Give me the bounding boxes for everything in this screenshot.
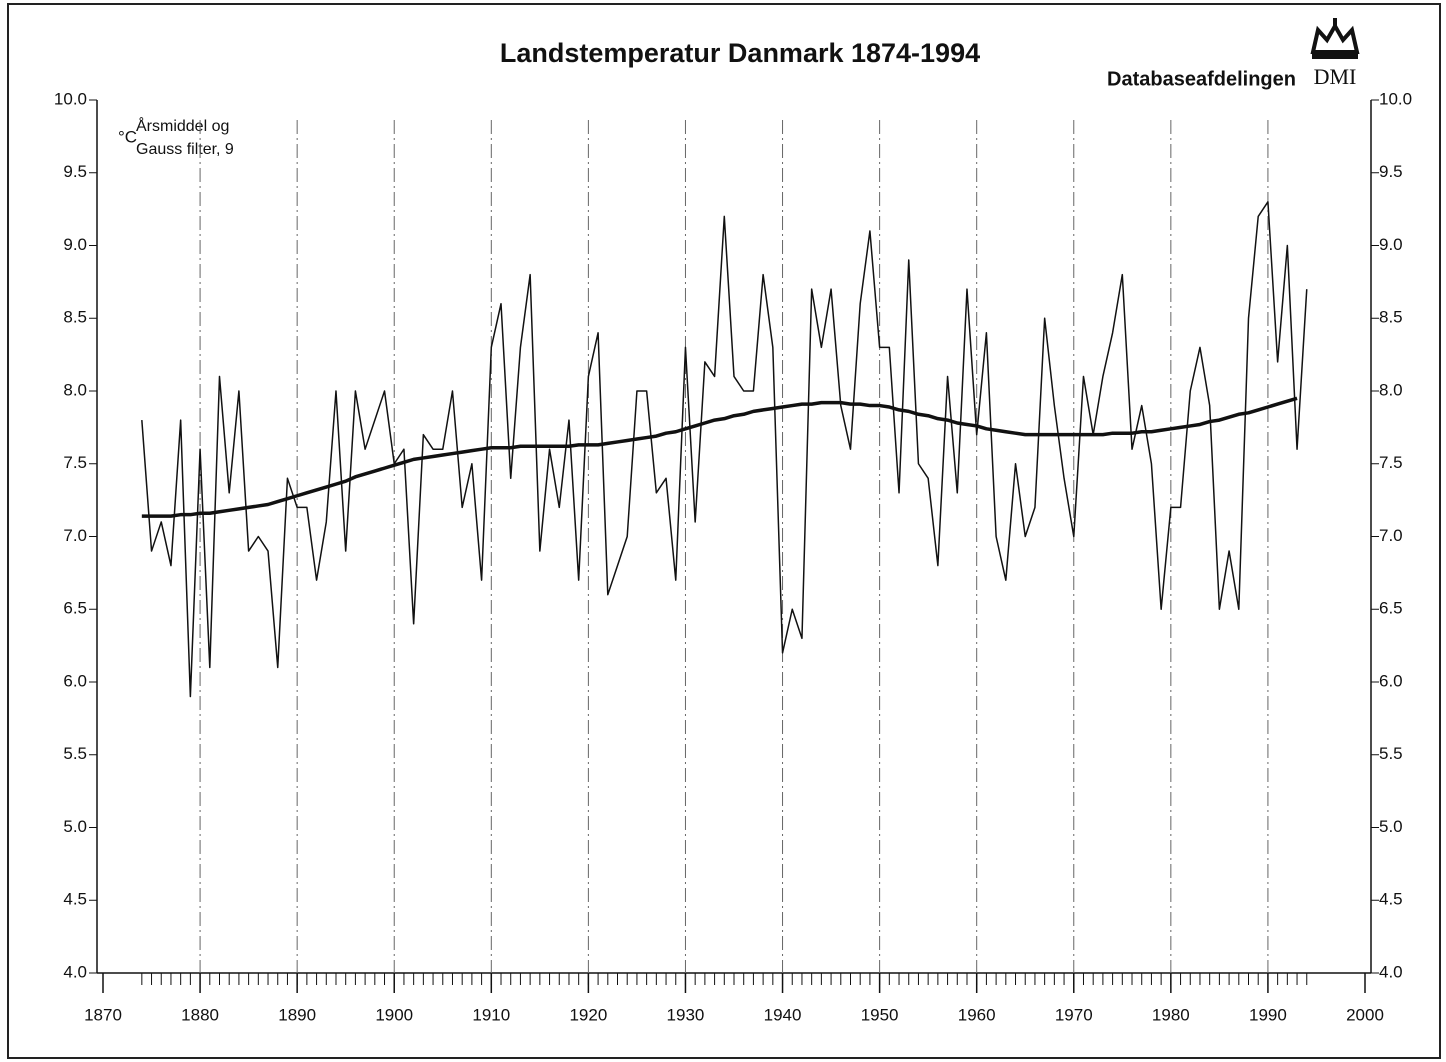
y-tick-label: 8.0: [1379, 380, 1403, 399]
y-tick-label: 10.0: [1379, 89, 1412, 108]
x-tick-label: 1870: [84, 1005, 122, 1024]
annotation: Årsmiddel og: [136, 116, 229, 135]
x-tick-label: 1940: [764, 1005, 802, 1024]
x-tick-label: 1910: [472, 1005, 510, 1024]
x-tick-label: 1900: [375, 1005, 413, 1024]
x-tick-label: 1930: [667, 1005, 705, 1024]
annotation: Gauss filter, 9: [136, 141, 234, 158]
y-tick-label: 6.0: [63, 671, 87, 690]
y-tick-label: 7.0: [63, 526, 87, 545]
y-tick-label: 9.0: [1379, 235, 1403, 254]
y-tick-label: 5.5: [1379, 744, 1403, 763]
x-tick-label: 1880: [181, 1005, 219, 1024]
y-tick-label: 6.5: [63, 599, 87, 618]
y-tick-label: 7.5: [63, 453, 87, 472]
y-tick-label: 5.5: [63, 744, 87, 763]
x-tick-label: 1980: [1152, 1005, 1190, 1024]
y-tick-label: 4.5: [63, 890, 87, 909]
y-tick-label: 7.0: [1379, 526, 1403, 545]
y-tick-label: 6.5: [1379, 599, 1403, 618]
x-tick-label: 1890: [278, 1005, 316, 1024]
y-tick-label: 8.5: [63, 308, 87, 327]
y-tick-label: 9.5: [63, 162, 87, 181]
x-tick-label: 1950: [861, 1005, 899, 1024]
x-tick-label: 2000: [1346, 1005, 1384, 1024]
x-tick-label: 1960: [958, 1005, 996, 1024]
y-tick-label: 5.0: [63, 817, 87, 836]
x-tick-label: 1970: [1055, 1005, 1093, 1024]
y-tick-label: 9.5: [1379, 162, 1403, 181]
crown-icon: [1310, 18, 1360, 59]
logo: DMI: [1314, 64, 1357, 89]
x-tick-label: 1920: [569, 1005, 607, 1024]
series-line: [141, 396, 1298, 518]
y-tick-label: 4.5: [1379, 890, 1403, 909]
y-tick-label: 8.5: [1379, 308, 1403, 327]
y-tick-label: 4.0: [63, 962, 87, 981]
y-tick-label: 8.0: [63, 380, 87, 399]
y-tick-label: 4.0: [1379, 962, 1403, 981]
y-axis-label: °C: [118, 127, 137, 146]
y-tick-label: 9.0: [63, 235, 87, 254]
y-tick-label: 5.0: [1379, 817, 1403, 836]
y-tick-label: 6.0: [1379, 671, 1403, 690]
y-tick-label: 10.0: [54, 89, 87, 108]
series-line: [141, 201, 1308, 698]
source: Databaseafdelingen: [1107, 68, 1296, 90]
x-tick-label: 1990: [1249, 1005, 1287, 1024]
y-tick-label: 7.5: [1379, 453, 1403, 472]
frame: [7, 3, 1441, 1059]
chart-title: Landstemperatur Danmark 1874-1994: [500, 38, 980, 68]
